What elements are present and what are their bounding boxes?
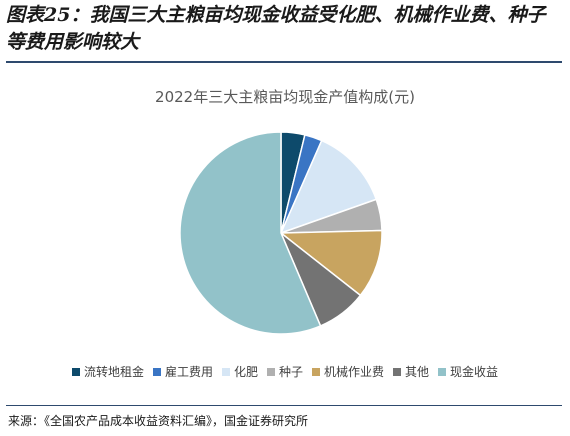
legend-swatch: [221, 367, 230, 376]
legend-item-1: 雇工费用: [152, 363, 213, 380]
legend-swatch: [71, 367, 80, 376]
legend-swatch: [393, 367, 402, 376]
legend-item-5: 其他: [393, 363, 429, 380]
footer-divider: [6, 405, 562, 406]
legend-swatch: [438, 367, 447, 376]
legend-label: 机械作业费: [324, 365, 385, 379]
legend-item-4: 机械作业费: [312, 363, 384, 380]
legend-swatch: [152, 367, 161, 376]
pie-slice-4: [278, 229, 383, 297]
title-divider: [6, 61, 562, 63]
legend-label: 现金收益: [450, 365, 499, 379]
legend-label: 种子: [278, 365, 303, 379]
chart-title: 2022年三大主粮亩均现金产值构成(元): [155, 88, 415, 106]
legend-label: 流转地租金: [83, 365, 144, 379]
legend-swatch: [312, 367, 320, 376]
source-note: 来源：《全国农产品成本收益资料汇编》，国金证券研究所: [8, 414, 309, 428]
legend-label: 雇工费用: [164, 365, 213, 379]
chart-legend: 流转地租金 雇工费用 化肥 种子 机械作业费 其他 现金收益: [0, 363, 570, 380]
pie-slice-6: [179, 131, 322, 335]
pie-slice-2: [279, 139, 378, 235]
legend-item-0: 流转地租金: [71, 363, 144, 380]
legend-item-2: 化肥: [221, 363, 258, 380]
legend-item-3: 种子: [266, 363, 303, 380]
legend-item-6: 现金收益: [438, 363, 498, 380]
legend-swatch: [266, 367, 275, 376]
legend-label: 其他: [405, 365, 430, 379]
figure-title: 图表25：我国三大主粮亩均现金收益受化肥、机械作业费、种子等费用影响较大: [6, 4, 546, 53]
legend-label: 化肥: [233, 365, 258, 379]
